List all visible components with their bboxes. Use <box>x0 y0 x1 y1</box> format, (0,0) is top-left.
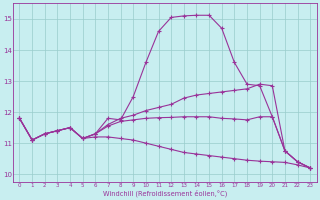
X-axis label: Windchill (Refroidissement éolien,°C): Windchill (Refroidissement éolien,°C) <box>103 189 227 197</box>
